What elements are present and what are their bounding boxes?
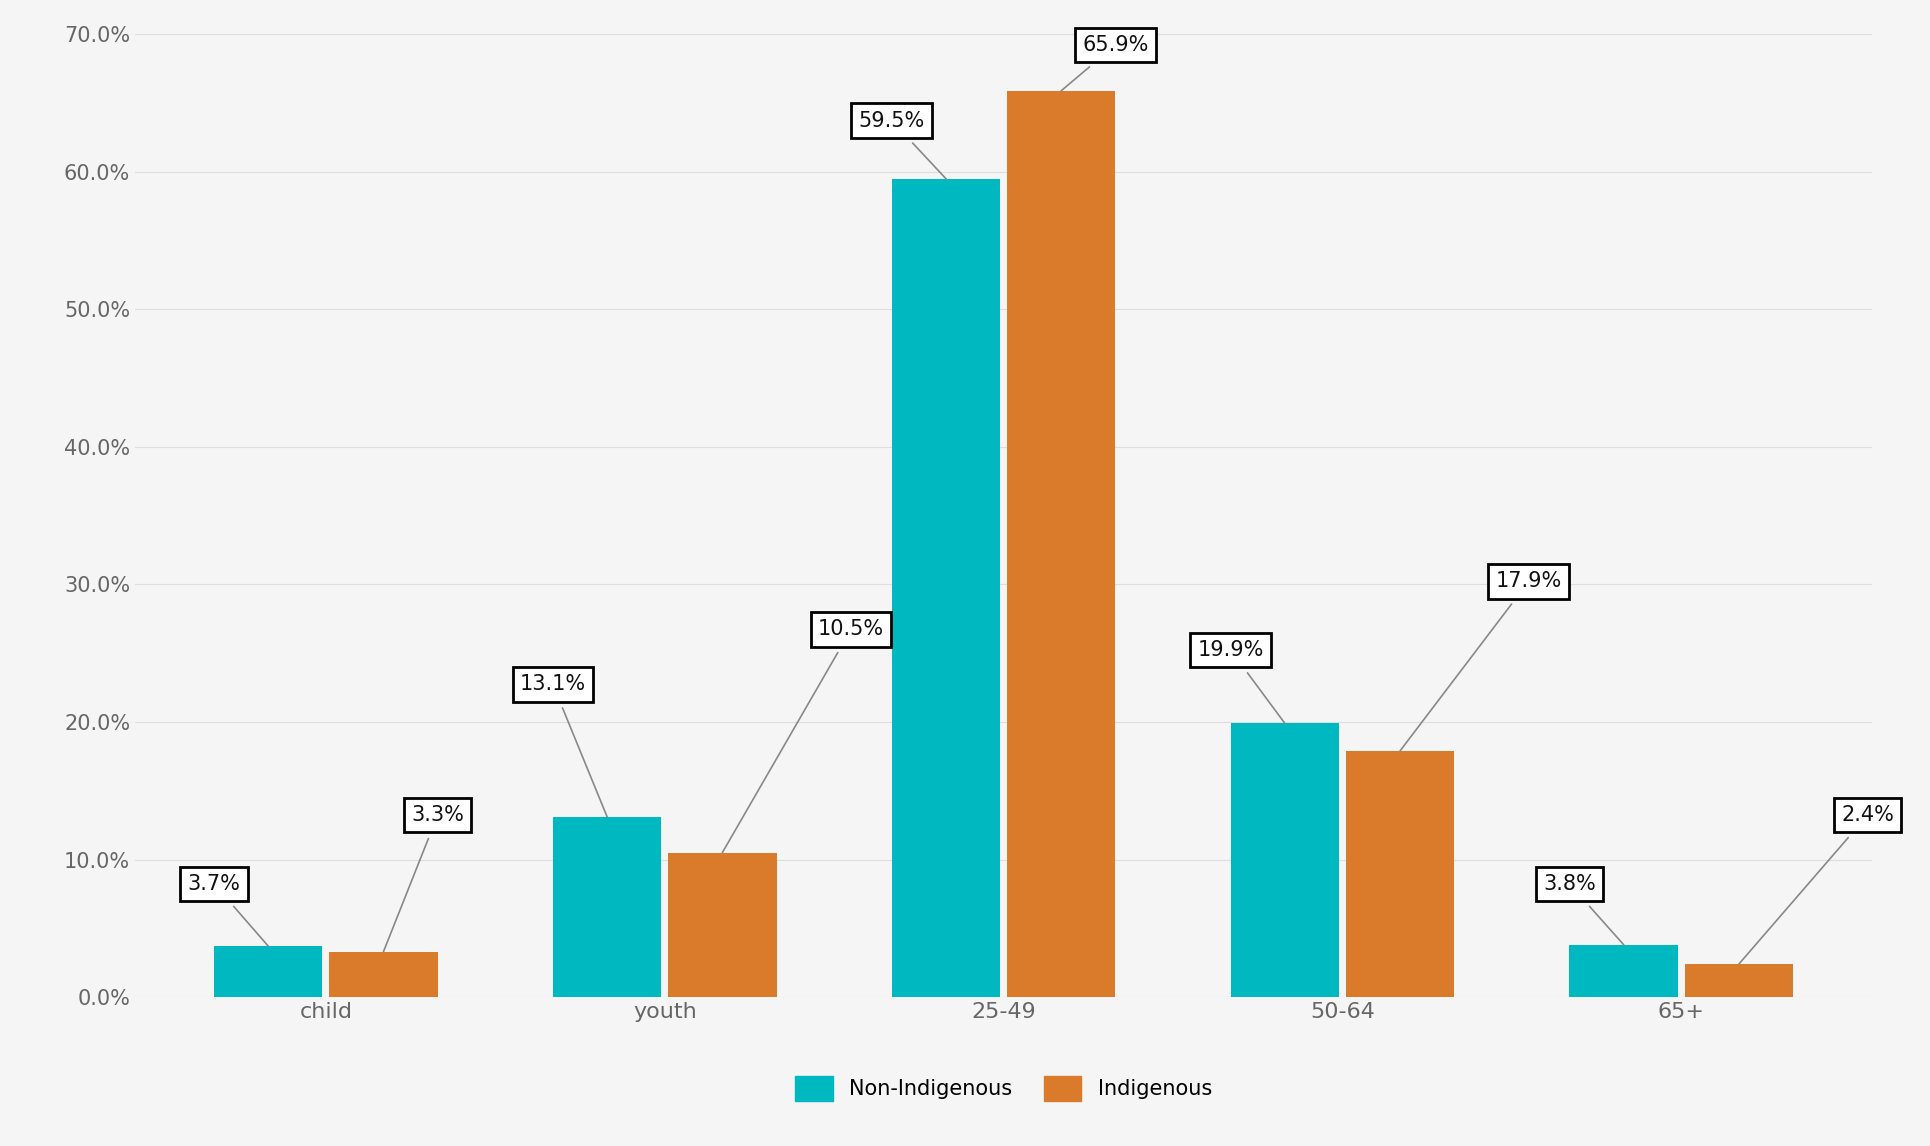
Text: 59.5%: 59.5%: [859, 111, 946, 179]
Text: 3.3%: 3.3%: [384, 806, 463, 951]
Bar: [1345, 751, 1455, 997]
Bar: [330, 951, 438, 997]
Bar: [668, 853, 776, 997]
Bar: [214, 947, 322, 997]
Text: 65.9%: 65.9%: [1062, 36, 1148, 91]
Text: 19.9%: 19.9%: [1197, 641, 1285, 723]
Text: 2.4%: 2.4%: [1739, 806, 1893, 964]
Text: 3.8%: 3.8%: [1544, 874, 1623, 944]
Bar: [552, 817, 662, 997]
Text: 10.5%: 10.5%: [722, 620, 884, 853]
Bar: [1685, 964, 1793, 997]
Bar: [1007, 91, 1116, 997]
Legend: Non-Indigenous, Indigenous: Non-Indigenous, Indigenous: [786, 1066, 1222, 1112]
Bar: [892, 179, 1000, 997]
Text: 3.7%: 3.7%: [187, 874, 268, 947]
Text: 13.1%: 13.1%: [519, 675, 608, 817]
Bar: [1569, 944, 1677, 997]
Text: 17.9%: 17.9%: [1399, 572, 1561, 751]
Bar: [1231, 723, 1339, 997]
